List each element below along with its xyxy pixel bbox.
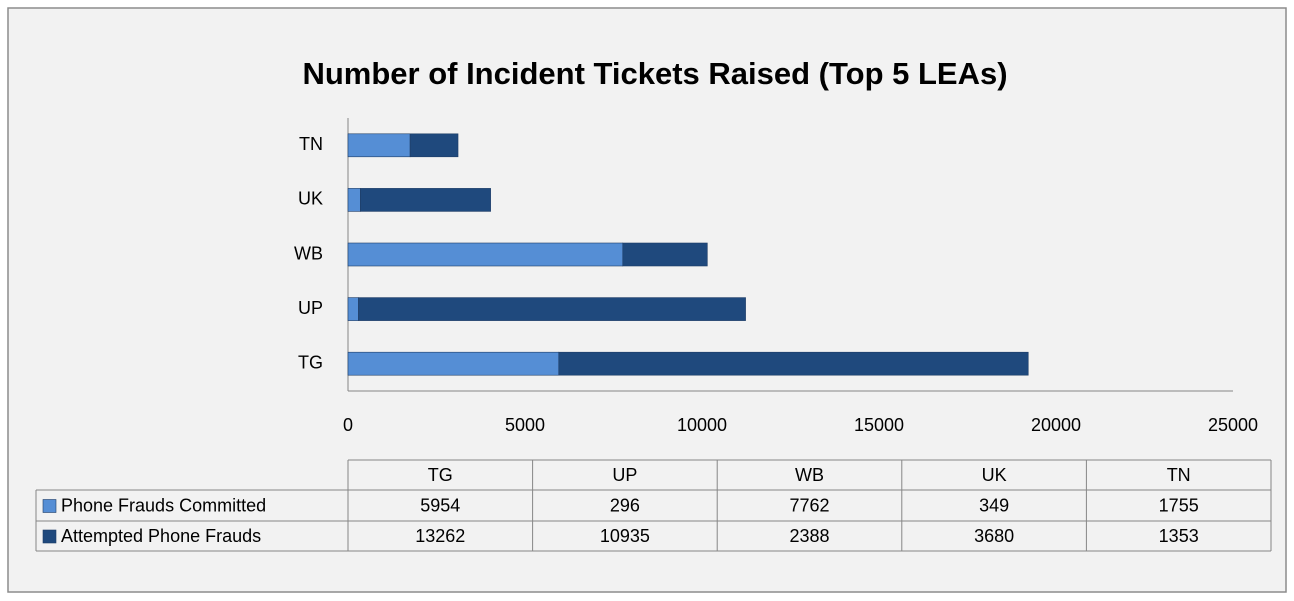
y-tick-label: WB xyxy=(294,243,323,263)
table-value: 2388 xyxy=(789,526,829,546)
legend-label: Attempted Phone Frauds xyxy=(61,526,261,546)
y-tick-label: UK xyxy=(298,189,323,209)
chart-title: Number of Incident Tickets Raised (Top 5… xyxy=(302,56,1007,91)
table-value: 1755 xyxy=(1159,495,1199,515)
table-value: 5954 xyxy=(420,495,460,515)
bar-segment xyxy=(409,133,459,158)
bar-segment xyxy=(347,242,624,267)
table-header: UK xyxy=(982,465,1007,485)
y-tick-label: TN xyxy=(299,134,323,154)
legend-swatch xyxy=(42,529,57,544)
bar-segment xyxy=(358,297,746,321)
x-tick-label: 15000 xyxy=(854,415,904,435)
table-header: WB xyxy=(795,465,824,485)
x-tick-label: 10000 xyxy=(677,415,727,435)
x-tick-label: 0 xyxy=(343,415,353,435)
x-tick-label: 20000 xyxy=(1031,415,1081,435)
bar-segment xyxy=(347,133,411,158)
bar-segment xyxy=(347,297,359,321)
x-tick-label: 5000 xyxy=(505,415,545,435)
table-value: 13262 xyxy=(415,526,465,546)
table-value: 296 xyxy=(610,495,640,515)
bar-segment xyxy=(622,242,708,267)
bar-segment xyxy=(558,351,1029,376)
bar-segment xyxy=(360,188,491,212)
legend-swatch xyxy=(42,499,57,513)
table-header: TN xyxy=(1167,465,1191,485)
table-value: 10935 xyxy=(600,526,650,546)
bar-segment xyxy=(347,351,560,376)
table-header: TG xyxy=(428,465,453,485)
table-value: 7762 xyxy=(789,495,829,515)
bar-segment xyxy=(347,188,361,212)
y-tick-label: TG xyxy=(298,352,323,372)
table-value: 3680 xyxy=(974,526,1014,546)
table-value: 349 xyxy=(979,495,1009,515)
table-value: 1353 xyxy=(1159,526,1199,546)
x-tick-label: 25000 xyxy=(1208,415,1258,435)
legend-label: Phone Frauds Committed xyxy=(61,495,266,515)
y-tick-label: UP xyxy=(298,298,323,318)
table-header: UP xyxy=(612,465,637,485)
